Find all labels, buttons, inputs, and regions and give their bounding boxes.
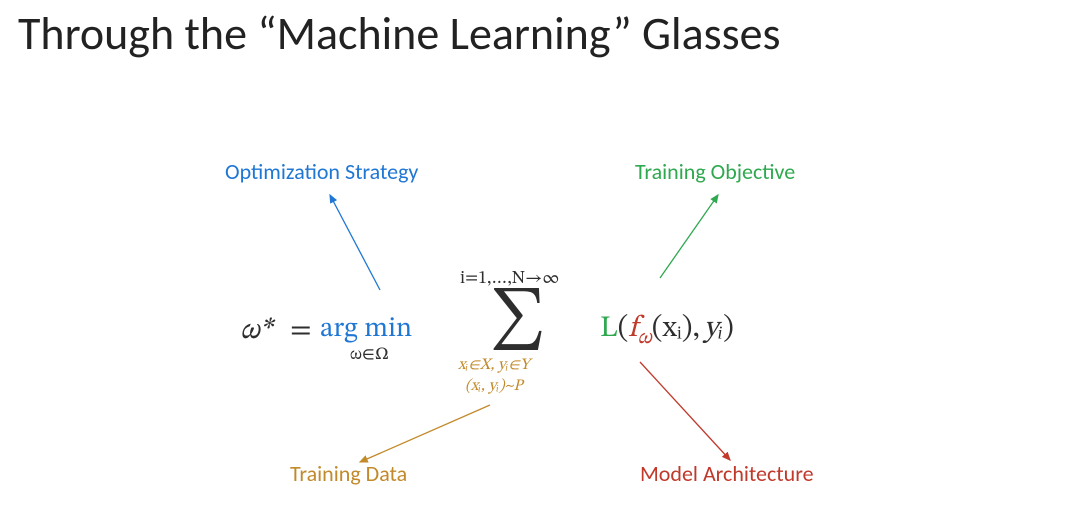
loss-close-paren: ): [723, 314, 734, 344]
arrows-layer: [0, 0, 1070, 516]
omega-star-text: ω*: [240, 316, 272, 346]
label-training-data: Training Data: [290, 460, 407, 487]
formula-sum-symbol: ∑: [490, 290, 546, 350]
label-training-objective: Training Objective: [635, 158, 795, 185]
loss-f-omega: fω: [628, 314, 651, 344]
formula-loss: L(fω(xᵢ),yᵢ): [600, 310, 734, 352]
formula-sum-bottom-1: xᵢ∈X, yᵢ∈Y: [458, 355, 530, 375]
formula-equals: =: [290, 312, 312, 350]
loss-L-symbol: L: [600, 314, 618, 344]
formula-omega-star: ω*: [240, 312, 272, 350]
formula: ω* = arg min ω∈Ω i=1,…,N→∞ ∑ xᵢ∈X, yᵢ∈Y …: [240, 260, 860, 430]
formula-sum-bottom-2: (xᵢ, yᵢ)~P: [465, 376, 523, 396]
loss-f-arg: (xᵢ): [652, 314, 693, 344]
slide-title: Through the “Machine Learning” Glasses: [18, 6, 780, 62]
formula-sum-top: i=1,…,N→∞: [460, 268, 559, 291]
formula-argmin: arg min: [320, 312, 412, 347]
loss-open-paren: (: [618, 314, 629, 344]
loss-comma: ,: [692, 314, 699, 344]
slide: Through the “Machine Learning” Glasses O…: [0, 0, 1070, 516]
formula-argmin-sub: ω∈Ω: [350, 344, 389, 367]
loss-y-i: yᵢ: [700, 314, 723, 344]
label-model-architecture: Model Architecture: [640, 460, 814, 487]
label-optimization-strategy: Optimization Strategy: [225, 158, 418, 185]
